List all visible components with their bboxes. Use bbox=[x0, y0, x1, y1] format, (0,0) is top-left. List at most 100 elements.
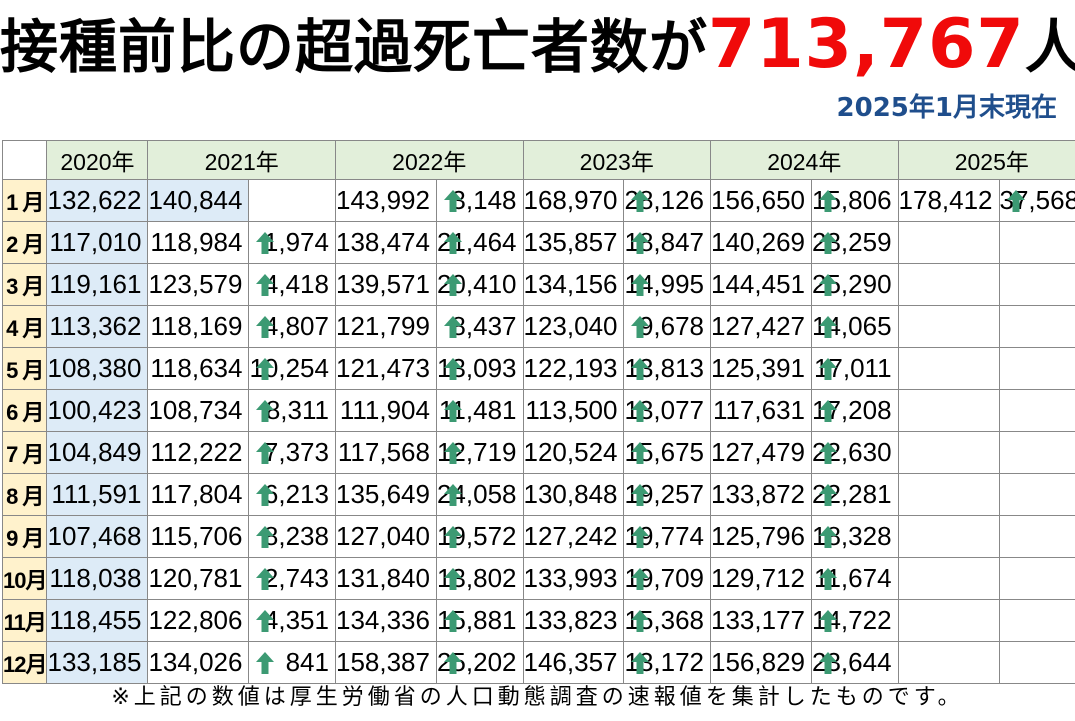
excess-diff-cell: 12,719 bbox=[435, 431, 524, 474]
source-note: ※上記の数値は厚生労働省の人口動態調査の速報値を集計したものです。 bbox=[111, 685, 964, 710]
up-arrow-icon bbox=[631, 525, 650, 548]
death-count-value bbox=[897, 557, 1000, 600]
excess-diff-cell: 22,281 bbox=[811, 473, 899, 516]
death-count-value: 111,904 bbox=[334, 389, 437, 432]
excess-diff-value: 8,238 bbox=[263, 521, 329, 551]
up-arrow-icon bbox=[631, 609, 650, 632]
excess-diff-cell: 4,418 bbox=[248, 263, 336, 306]
death-count-value bbox=[897, 473, 1000, 516]
excess-diff-cell: 13,172 bbox=[623, 641, 712, 684]
excess-diff-cell: 19,709 bbox=[623, 557, 712, 600]
up-arrow-icon bbox=[819, 231, 837, 254]
death-count-value: 134,156 bbox=[522, 263, 625, 306]
excess-diff-value: 8,437 bbox=[451, 311, 517, 341]
up-arrow-icon bbox=[443, 567, 462, 590]
excess-diff-cell bbox=[998, 557, 1075, 600]
excess-diff-cell: 18,328 bbox=[811, 515, 899, 558]
baseline-2020-value: 108,380 bbox=[46, 347, 149, 390]
excess-diff-cell: 8,238 bbox=[248, 515, 336, 558]
death-count-value: 115,706 bbox=[147, 515, 250, 558]
excess-diff-cell bbox=[998, 305, 1075, 348]
baseline-2020-value: 118,038 bbox=[46, 557, 149, 600]
table-row: 2 月 117,010 118,984 1,974 138,474 21,464 135,8… bbox=[1, 221, 1075, 264]
death-count-value bbox=[897, 263, 1000, 306]
baseline-2020-value: 104,849 bbox=[46, 431, 149, 474]
death-count-value: 122,193 bbox=[522, 347, 625, 390]
excess-diff-cell: 17,011 bbox=[811, 347, 899, 390]
death-count-value: 135,857 bbox=[522, 221, 625, 264]
up-arrow-icon bbox=[256, 231, 275, 254]
excess-diff-cell: 8,437 bbox=[435, 305, 524, 348]
death-count-value bbox=[897, 221, 1000, 264]
up-arrow-icon bbox=[256, 357, 275, 380]
up-arrow-icon bbox=[819, 189, 837, 212]
month-label: 10月 bbox=[1, 557, 48, 600]
excess-diff-cell: 37,568 bbox=[998, 179, 1075, 222]
up-arrow-icon bbox=[631, 567, 650, 590]
excess-diff-cell bbox=[998, 389, 1075, 432]
up-arrow-icon bbox=[819, 567, 837, 590]
death-count-value: 121,473 bbox=[334, 347, 437, 390]
year-header: 2020年 bbox=[46, 140, 149, 180]
excess-diff-cell: 20,410 bbox=[435, 263, 524, 306]
up-arrow-icon bbox=[443, 525, 462, 548]
death-count-value: 130,848 bbox=[522, 473, 625, 516]
death-count-value bbox=[897, 431, 1000, 474]
up-arrow-icon bbox=[443, 651, 462, 674]
excess-diff-value: 1,974 bbox=[263, 227, 329, 257]
month-label: 9 月 bbox=[1, 515, 48, 558]
death-count-value: 133,993 bbox=[522, 557, 625, 600]
excess-diff-value: 4,418 bbox=[263, 269, 329, 299]
death-count-value: 135,649 bbox=[334, 473, 437, 516]
excess-diff-cell: 11,674 bbox=[811, 557, 899, 600]
table-row: 5 月 108,380 118,634 10,254 121,473 13,093 122,… bbox=[1, 347, 1075, 390]
excess-diff-cell bbox=[998, 431, 1075, 474]
excess-diff-cell: 21,464 bbox=[435, 221, 524, 264]
title-suffix: 人 bbox=[1024, 13, 1075, 81]
up-arrow-icon bbox=[819, 525, 837, 548]
death-count-value: 127,040 bbox=[334, 515, 437, 558]
month-label: 2 月 bbox=[1, 221, 48, 264]
excess-diff-value: 4,351 bbox=[263, 605, 329, 635]
death-count-value: 123,579 bbox=[147, 263, 250, 306]
death-count-value: 125,391 bbox=[710, 347, 812, 390]
excess-diff-value: 6,213 bbox=[263, 479, 329, 509]
excess-diff-cell: 22,630 bbox=[811, 431, 899, 474]
baseline-2020-value: 119,161 bbox=[46, 263, 149, 306]
month-label: 8 月 bbox=[1, 473, 48, 516]
death-count-value: 129,712 bbox=[710, 557, 812, 600]
excess-diff-cell: 2,743 bbox=[248, 557, 336, 600]
excess-diff-value: 3,148 bbox=[451, 185, 517, 215]
death-count-value: 156,650 bbox=[710, 179, 812, 222]
excess-diff-cell: 23,259 bbox=[811, 221, 899, 264]
excess-diff-cell: 19,257 bbox=[623, 473, 712, 516]
excess-diff-cell: 13,093 bbox=[435, 347, 524, 390]
up-arrow-icon bbox=[819, 441, 837, 464]
table-row: 10月 118,038 120,781 2,743 131,840 13,802 133,9… bbox=[1, 557, 1075, 600]
death-count-value: 127,479 bbox=[710, 431, 812, 474]
excess-diff-cell: 28,126 bbox=[623, 179, 712, 222]
table-row: 11月 118,455 122,806 4,351 134,336 15,881 133,8… bbox=[1, 599, 1075, 642]
up-arrow-icon bbox=[443, 399, 462, 422]
baseline-2020-value: 100,423 bbox=[46, 389, 149, 432]
excess-diff-cell: 15,806 bbox=[811, 179, 899, 222]
excess-diff-cell: 14,995 bbox=[623, 263, 712, 306]
year-header: 2023年 bbox=[522, 140, 712, 180]
death-count-value: 138,474 bbox=[334, 221, 437, 264]
death-count-value: 122,806 bbox=[147, 599, 250, 642]
month-label: 11月 bbox=[1, 599, 48, 642]
excess-diff-cell bbox=[998, 263, 1075, 306]
death-count-value bbox=[897, 389, 1000, 432]
excess-diff-cell: 15,881 bbox=[435, 599, 524, 642]
excess-diff-cell: 4,351 bbox=[248, 599, 336, 642]
up-arrow-icon bbox=[1006, 189, 1025, 212]
up-arrow-icon bbox=[256, 441, 275, 464]
death-count-value: 127,427 bbox=[710, 305, 812, 348]
death-count-value: 118,984 bbox=[147, 221, 250, 264]
up-arrow-icon bbox=[819, 315, 837, 338]
up-arrow-icon bbox=[819, 399, 837, 422]
up-arrow-icon bbox=[256, 567, 275, 590]
excess-diff-value: 841 bbox=[285, 647, 329, 677]
excess-diff-cell: 25,202 bbox=[435, 641, 524, 684]
up-arrow-icon bbox=[256, 483, 275, 506]
